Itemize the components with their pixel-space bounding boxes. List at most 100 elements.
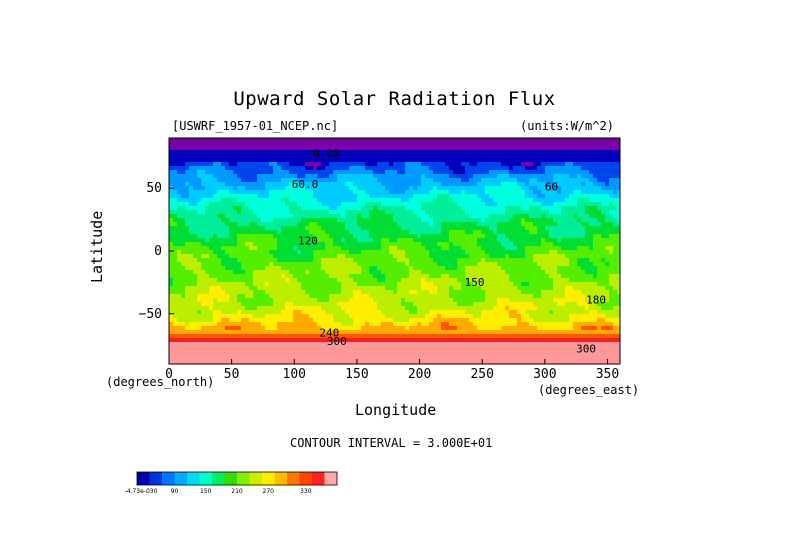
flux-cell xyxy=(337,298,341,302)
flux-cell xyxy=(277,302,281,306)
flux-cell xyxy=(293,234,297,238)
flux-cell xyxy=(305,170,309,174)
flux-cell xyxy=(597,166,601,170)
flux-cell xyxy=(389,286,393,290)
flux-cell xyxy=(481,138,485,142)
flux-cell xyxy=(269,210,273,214)
flux-cell xyxy=(453,270,457,274)
flux-cell xyxy=(193,234,197,238)
flux-cell xyxy=(401,182,405,186)
flux-cell xyxy=(453,266,457,270)
flux-cell xyxy=(601,246,605,250)
flux-cell xyxy=(289,254,293,258)
flux-cell xyxy=(609,274,613,278)
flux-cell xyxy=(217,238,221,242)
flux-cell xyxy=(617,266,620,270)
flux-cell xyxy=(469,198,473,202)
flux-cell xyxy=(609,222,613,226)
flux-cell xyxy=(217,294,221,298)
flux-cell xyxy=(589,234,593,238)
flux-cell xyxy=(565,214,569,218)
flux-cell xyxy=(461,242,465,246)
flux-cell xyxy=(577,198,581,202)
flux-cell xyxy=(577,162,581,166)
flux-cell xyxy=(173,230,177,234)
flux-cell xyxy=(353,246,357,250)
flux-cell xyxy=(177,254,181,258)
flux-cell xyxy=(409,238,413,242)
flux-cell xyxy=(189,178,193,182)
flux-cell xyxy=(597,178,601,182)
flux-cell xyxy=(589,150,593,154)
flux-cell xyxy=(377,150,381,154)
flux-cell xyxy=(385,202,389,206)
flux-cell xyxy=(209,286,213,290)
flux-cell xyxy=(385,278,389,282)
flux-cell xyxy=(373,242,377,246)
flux-cell xyxy=(421,250,425,254)
flux-cell xyxy=(461,278,465,282)
flux-cell xyxy=(489,218,493,222)
flux-cell xyxy=(421,238,425,242)
flux-cell xyxy=(537,138,541,142)
flux-cell xyxy=(581,270,585,274)
flux-cell xyxy=(509,226,513,230)
flux-cell xyxy=(477,202,481,206)
flux-cell xyxy=(361,194,365,198)
flux-cell xyxy=(305,154,309,158)
flux-cell xyxy=(277,222,281,226)
flux-cell xyxy=(369,270,373,274)
flux-cell xyxy=(289,138,293,142)
flux-cell xyxy=(449,214,453,218)
flux-cell xyxy=(229,166,233,170)
flux-cell xyxy=(525,178,529,182)
flux-cell xyxy=(209,274,213,278)
flux-cell xyxy=(349,250,353,254)
flux-cell xyxy=(441,286,445,290)
flux-cell xyxy=(549,246,553,250)
flux-cell xyxy=(549,306,553,310)
flux-cell xyxy=(213,194,217,198)
flux-cell xyxy=(521,246,525,250)
flux-cell xyxy=(581,266,585,270)
flux-cell xyxy=(405,274,409,278)
flux-cell xyxy=(253,298,257,302)
flux-cell xyxy=(221,226,225,230)
flux-cell xyxy=(549,194,553,198)
flux-cell xyxy=(613,230,617,234)
flux-cell xyxy=(253,230,257,234)
flux-cell xyxy=(337,234,341,238)
flux-cell xyxy=(393,218,397,222)
flux-cell xyxy=(257,266,261,270)
flux-cell xyxy=(181,194,185,198)
flux-cell xyxy=(441,222,445,226)
flux-cell xyxy=(525,202,529,206)
flux-cell xyxy=(389,230,393,234)
flux-cell xyxy=(241,306,245,310)
flux-cell xyxy=(201,202,205,206)
flux-cell xyxy=(349,186,353,190)
flux-cell xyxy=(237,142,241,146)
flux-cell xyxy=(409,234,413,238)
flux-cell xyxy=(593,310,597,314)
flux-cell xyxy=(549,186,553,190)
flux-cell xyxy=(509,230,513,234)
flux-cell xyxy=(477,246,481,250)
flux-cell xyxy=(593,254,597,258)
flux-cell xyxy=(513,146,517,150)
flux-cell xyxy=(353,170,357,174)
flux-cell xyxy=(317,214,321,218)
flux-cell xyxy=(373,246,377,250)
flux-cell xyxy=(573,254,577,258)
flux-cell xyxy=(273,278,277,282)
flux-cell xyxy=(277,194,281,198)
flux-cell xyxy=(337,286,341,290)
flux-cell xyxy=(325,254,329,258)
flux-cell xyxy=(261,230,265,234)
flux-cell xyxy=(237,158,241,162)
flux-cell xyxy=(325,210,329,214)
flux-cell xyxy=(401,294,405,298)
flux-cell xyxy=(373,150,377,154)
flux-cell xyxy=(469,186,473,190)
flux-cell xyxy=(221,190,225,194)
